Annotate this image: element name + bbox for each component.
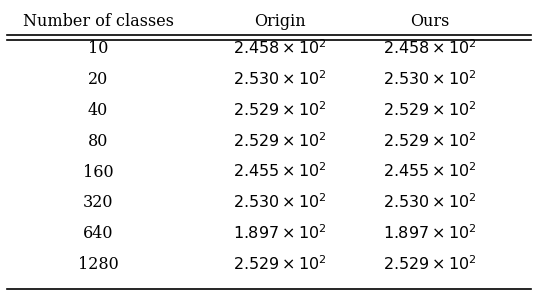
Text: Origin: Origin	[254, 13, 306, 30]
Text: $2.529 \times 10^{2}$: $2.529 \times 10^{2}$	[233, 132, 327, 151]
Text: $2.530 \times 10^{2}$: $2.530 \times 10^{2}$	[383, 194, 477, 212]
Text: 40: 40	[88, 102, 108, 119]
Text: $2.529 \times 10^{2}$: $2.529 \times 10^{2}$	[233, 101, 327, 120]
Text: 80: 80	[88, 133, 108, 150]
Text: 320: 320	[83, 194, 114, 211]
Text: 10: 10	[88, 40, 108, 57]
Text: 160: 160	[83, 164, 114, 181]
Text: $2.458 \times 10^{2}$: $2.458 \times 10^{2}$	[383, 40, 477, 58]
Text: $2.530 \times 10^{2}$: $2.530 \times 10^{2}$	[233, 70, 327, 89]
Text: $2.529 \times 10^{2}$: $2.529 \times 10^{2}$	[233, 255, 327, 274]
Text: $2.455 \times 10^{2}$: $2.455 \times 10^{2}$	[233, 163, 327, 181]
Text: $1.897 \times 10^{2}$: $1.897 \times 10^{2}$	[233, 224, 327, 243]
Text: $1.897 \times 10^{2}$: $1.897 \times 10^{2}$	[383, 224, 477, 243]
Text: Number of classes: Number of classes	[23, 13, 174, 30]
Text: Ours: Ours	[410, 13, 449, 30]
Text: 20: 20	[88, 71, 108, 88]
Text: $2.458 \times 10^{2}$: $2.458 \times 10^{2}$	[233, 40, 327, 58]
Text: $2.530 \times 10^{2}$: $2.530 \times 10^{2}$	[383, 70, 477, 89]
Text: 640: 640	[83, 225, 114, 242]
Text: $2.530 \times 10^{2}$: $2.530 \times 10^{2}$	[233, 194, 327, 212]
Text: $2.529 \times 10^{2}$: $2.529 \times 10^{2}$	[383, 255, 477, 274]
Text: $2.529 \times 10^{2}$: $2.529 \times 10^{2}$	[383, 101, 477, 120]
Text: 1280: 1280	[77, 256, 118, 273]
Text: $2.455 \times 10^{2}$: $2.455 \times 10^{2}$	[383, 163, 477, 181]
Text: $2.529 \times 10^{2}$: $2.529 \times 10^{2}$	[383, 132, 477, 151]
